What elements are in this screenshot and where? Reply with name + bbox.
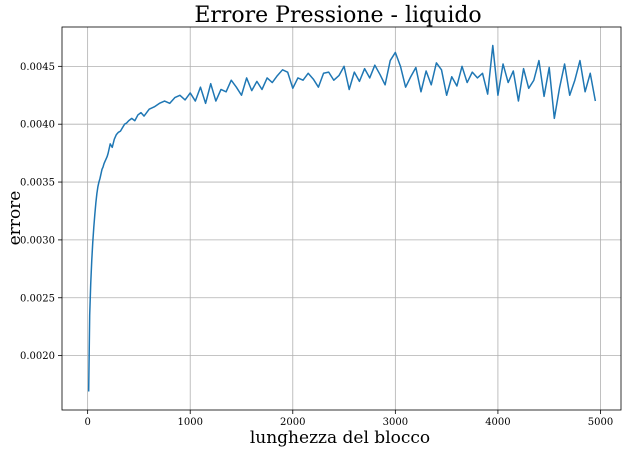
x-tick-label: 3000: [383, 417, 408, 428]
x-tick-label: 0: [84, 417, 90, 428]
x-tick-label: 4000: [485, 417, 510, 428]
series-line: [87, 44, 597, 392]
x-tick-label: 2000: [280, 417, 305, 428]
y-tick-label: 0.0045: [20, 62, 55, 73]
x-tick-label: 1000: [177, 417, 202, 428]
y-tick-label: 0.0020: [20, 351, 55, 362]
y-tick-label: 0.0040: [20, 120, 55, 131]
grid: [62, 27, 621, 410]
y-axis-label: errore: [5, 191, 25, 246]
x-axis-label: lunghezza del blocco: [250, 428, 430, 448]
y-tick-label: 0.0035: [20, 178, 55, 189]
plot-frame: [61, 26, 622, 411]
chart-title: Errore Pressione - liquido: [194, 3, 481, 28]
x-tick-label: 5000: [588, 417, 613, 428]
y-tick-label: 0.0030: [20, 235, 55, 246]
y-tick-label: 0.0025: [20, 293, 55, 304]
ticks: 0 1000 2000 3000 4000 5000 0.0020 0.0025 0.0030 0…: [20, 62, 613, 428]
